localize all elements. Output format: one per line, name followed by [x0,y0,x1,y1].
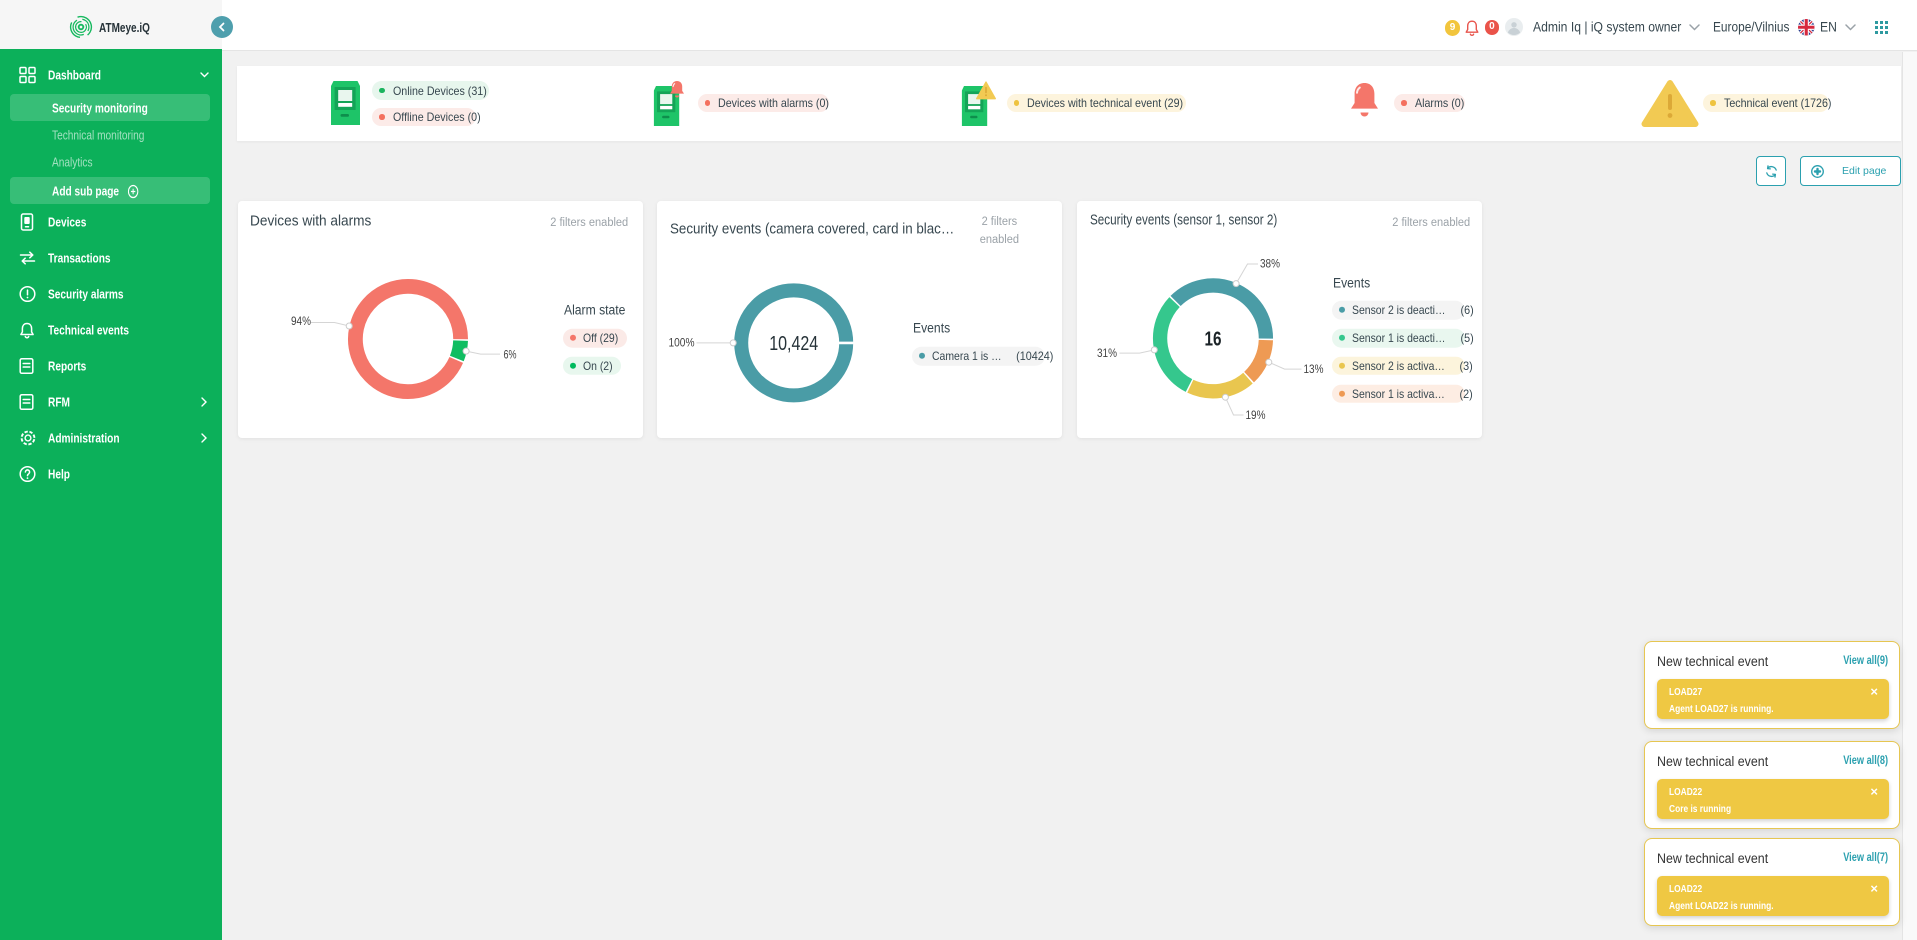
svg-text:16: 16 [1204,328,1221,350]
svg-text:94%: 94% [291,316,311,328]
svg-text:6%: 6% [504,350,517,362]
svg-text:100%: 100% [668,338,694,350]
svg-text:10,424: 10,424 [769,333,818,355]
svg-text:31%: 31% [1097,348,1117,360]
svg-text:38%: 38% [1260,259,1280,271]
svg-text:19%: 19% [1245,410,1265,422]
svg-text:13%: 13% [1303,364,1323,376]
